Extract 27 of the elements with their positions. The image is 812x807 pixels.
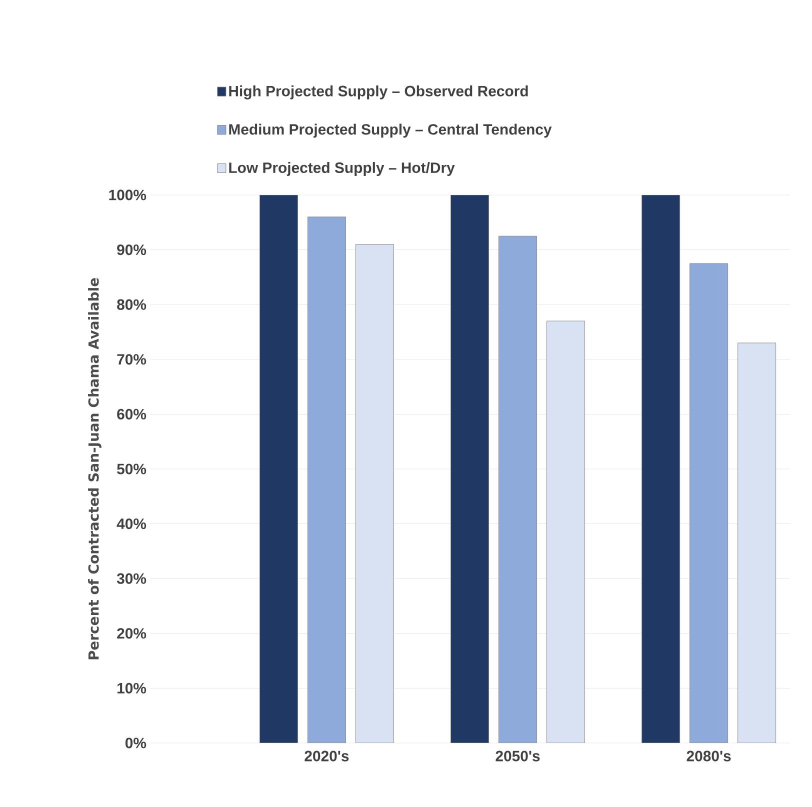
bar	[642, 194, 680, 743]
y-tick-label: 0%	[125, 738, 146, 748]
legend-label: High Projected Supply – Observed Record	[229, 85, 528, 100]
y-tick-label: 40%	[116, 518, 146, 530]
y-axis-title: Percent of Contracted San-Juan Chama Available	[88, 278, 102, 660]
x-tick-label: 2080's	[686, 750, 731, 762]
bar	[259, 194, 298, 743]
bar	[307, 216, 346, 743]
x-tick-label: 2050's	[496, 750, 540, 762]
bar	[498, 236, 538, 743]
y-tick-label: 20%	[117, 628, 146, 639]
legend-label: Medium Projected Supply – Central Tendency	[229, 124, 552, 138]
y-tick-label: 90%	[117, 244, 146, 256]
y-tick-label: 60%	[117, 408, 146, 420]
y-tick-label: 70%	[117, 354, 146, 365]
y-tick-label: 80%	[117, 299, 146, 310]
y-tick-label: 50%	[117, 464, 146, 474]
bar	[355, 244, 394, 743]
bar	[738, 342, 776, 743]
legend-label: Low Projected Supply – Hot/Dry	[229, 162, 455, 176]
bar	[690, 263, 728, 743]
bar	[546, 320, 586, 743]
y-tick-label: 10%	[118, 682, 146, 694]
bar	[450, 194, 490, 743]
y-tick-label: 100%	[109, 190, 146, 200]
x-tick-label: 2020's	[304, 750, 349, 762]
y-tick-label: 30%	[116, 573, 146, 584]
